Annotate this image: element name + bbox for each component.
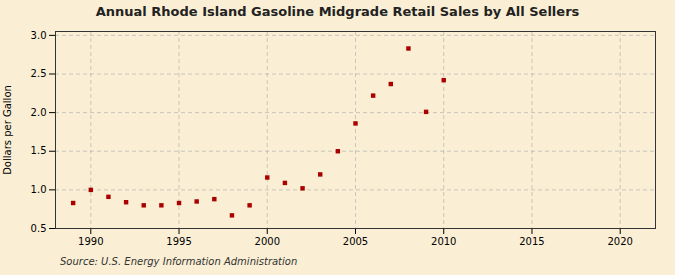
svg-text:1.5: 1.5 [31, 145, 47, 156]
svg-text:1990: 1990 [78, 236, 103, 247]
svg-text:1995: 1995 [166, 236, 191, 247]
svg-text:1.0: 1.0 [31, 184, 47, 195]
svg-text:2005: 2005 [343, 236, 368, 247]
svg-text:2010: 2010 [431, 236, 456, 247]
svg-text:Dollars per Gallon: Dollars per Gallon [2, 85, 13, 175]
svg-text:2000: 2000 [255, 236, 280, 247]
svg-text:3.0: 3.0 [31, 30, 47, 41]
svg-text:0.5: 0.5 [31, 223, 47, 234]
svg-text:2020: 2020 [607, 236, 632, 247]
svg-text:2.5: 2.5 [31, 68, 47, 79]
html-text:Annual Rhode Island Gasoline M: Annual Rhode Island Gasoline Midgrade Re… [95, 4, 580, 19]
svg-text:2015: 2015 [519, 236, 544, 247]
svg-text:2.0: 2.0 [31, 107, 47, 118]
html-text:Source: U.S. Energy Informatio: Source: U.S. Energy Information Administ… [60, 256, 298, 267]
